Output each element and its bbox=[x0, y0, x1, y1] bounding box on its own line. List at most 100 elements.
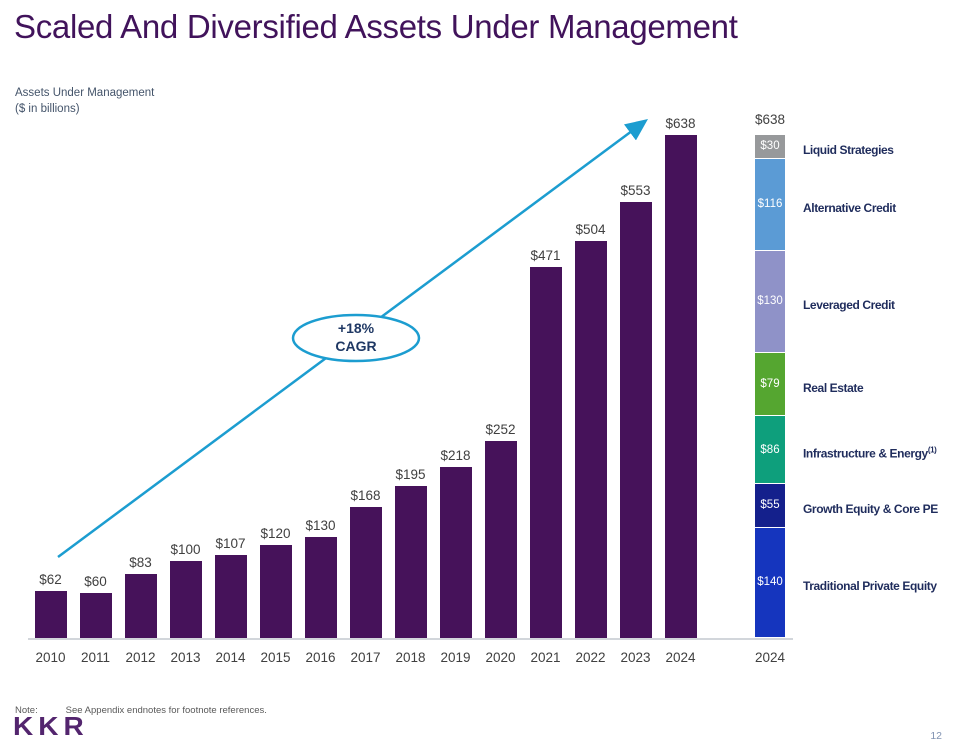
x-axis-label: 2014 bbox=[215, 650, 246, 665]
bar-value-label: $107 bbox=[215, 536, 246, 552]
bar-column-2018: $195 bbox=[388, 100, 433, 640]
bar bbox=[34, 590, 67, 640]
aum-bar-chart: $62 $60 $83 $100 $107 $120 $130 $168 $195 $218 $25… bbox=[28, 100, 703, 640]
bar-column-2012: $83 bbox=[118, 100, 163, 640]
stacked-segment: $116 bbox=[755, 158, 785, 251]
segment-value-label: $140 bbox=[757, 576, 783, 589]
bar-value-label: $553 bbox=[620, 183, 651, 199]
bar-value-label: $60 bbox=[84, 573, 107, 589]
chart-subtitle-line2: ($ in billions) bbox=[15, 102, 80, 115]
bar-column-2022: $504 bbox=[568, 100, 613, 640]
bar bbox=[349, 507, 382, 640]
bar-column-2013: $100 bbox=[163, 100, 208, 640]
stacked-segment: $55 bbox=[755, 484, 785, 528]
bar-value-label: $218 bbox=[440, 448, 471, 464]
bar bbox=[484, 440, 517, 640]
bar-column-2010: $62 bbox=[28, 100, 73, 640]
x-axis-label: 2020 bbox=[485, 650, 516, 665]
segment-value-label: $116 bbox=[757, 198, 783, 211]
bar-column-2020: $252 bbox=[478, 100, 523, 640]
x-axis-label: 2010 bbox=[35, 650, 66, 665]
bar bbox=[574, 241, 607, 640]
bar-value-label: $471 bbox=[530, 248, 561, 264]
bar bbox=[124, 574, 157, 640]
bar-value-label: $168 bbox=[350, 488, 381, 504]
cagr-annotation-line1: +18% bbox=[337, 320, 375, 336]
x-axis-label: 2017 bbox=[350, 650, 381, 665]
legend-label: Liquid Strategies bbox=[803, 142, 894, 157]
x-axis-labels: 2010 2011 2012 2013 2014 2015 2016 2017 2018 2019… bbox=[28, 650, 703, 665]
note-text: See Appendix endnotes for footnote refer… bbox=[65, 705, 267, 716]
bar-column-2021: $471 bbox=[523, 100, 568, 640]
bar-value-label: $120 bbox=[260, 526, 291, 542]
chart-subtitle-line1: Assets Under Management bbox=[15, 87, 155, 99]
bar bbox=[394, 485, 427, 640]
bar bbox=[214, 555, 247, 640]
cagr-annotation-line2: CAGR bbox=[335, 338, 377, 355]
x-axis-line bbox=[28, 638, 793, 640]
stacked-segment: $86 bbox=[755, 415, 785, 485]
stacked-segment: $130 bbox=[755, 250, 785, 354]
segment-value-label: $55 bbox=[760, 499, 780, 512]
bar-column-2011: $60 bbox=[73, 100, 118, 640]
bar bbox=[169, 560, 202, 640]
segment-value-label: $79 bbox=[760, 378, 780, 391]
x-axis-label: 2024 bbox=[665, 650, 696, 665]
legend-label: Leveraged Credit bbox=[803, 298, 895, 312]
bar bbox=[529, 267, 562, 640]
bar bbox=[664, 135, 697, 640]
legend-label: Alternative Credit bbox=[803, 200, 896, 215]
segment-value-label: $86 bbox=[760, 443, 780, 456]
bar-column-2015: $120 bbox=[253, 100, 298, 640]
stacked-segment: $79 bbox=[755, 353, 785, 416]
x-axis-label: 2022 bbox=[575, 650, 606, 665]
bar-column-2024: $638 bbox=[658, 100, 703, 640]
bar-value-label: $638 bbox=[665, 116, 696, 131]
stacked-2024-bar: $30 $116 $130 $79 $86 $55 $140 bbox=[755, 135, 785, 640]
legend-label: Infrastructure & Energy(1) bbox=[803, 445, 937, 461]
x-axis-label: 2016 bbox=[305, 650, 336, 665]
bar-value-label: $130 bbox=[305, 518, 336, 534]
x-axis-label: 2015 bbox=[260, 650, 291, 665]
chart-subtitle: Assets Under Management ($ in billions) bbox=[15, 86, 154, 117]
bar-value-label: $504 bbox=[575, 222, 606, 238]
x-axis-label: 2013 bbox=[170, 650, 201, 665]
note-label: Note: bbox=[15, 705, 38, 716]
bar bbox=[79, 592, 112, 640]
bar-column-2023: $553 bbox=[613, 100, 658, 640]
cagr-annotation: +18% CAGR bbox=[294, 319, 418, 356]
kkr-logo: KKR bbox=[13, 712, 89, 741]
bar-value-label: $195 bbox=[395, 466, 426, 482]
x-axis-label: 2019 bbox=[440, 650, 471, 665]
bar bbox=[439, 467, 472, 640]
bar-value-label: $83 bbox=[129, 555, 152, 571]
stacked-x-axis-label: 2024 bbox=[754, 650, 786, 665]
segment-value-label: $130 bbox=[757, 295, 783, 308]
legend-label: Real Estate bbox=[803, 380, 864, 395]
bar-column-2016: $130 bbox=[298, 100, 343, 640]
bar bbox=[259, 545, 292, 640]
legend-label: Traditional Private Equity bbox=[803, 579, 937, 593]
bar bbox=[619, 202, 652, 640]
bar-value-label: $100 bbox=[170, 541, 201, 557]
bar-column-2019: $218 bbox=[433, 100, 478, 640]
stacked-total-label: $638 bbox=[754, 112, 786, 127]
x-axis-label: 2023 bbox=[620, 650, 651, 665]
x-axis-label: 2011 bbox=[80, 650, 111, 665]
bar-column-2017: $168 bbox=[343, 100, 388, 640]
x-axis-label: 2012 bbox=[125, 650, 156, 665]
page-title: Scaled And Diversified Assets Under Mana… bbox=[14, 8, 738, 45]
footnote-marker: (1) bbox=[927, 445, 937, 455]
x-axis-label: 2018 bbox=[395, 650, 426, 665]
segment-value-label: $30 bbox=[760, 140, 780, 153]
x-axis-label: 2021 bbox=[530, 650, 561, 665]
legend-label: Growth Equity & Core PE bbox=[803, 501, 938, 516]
footnote-row: Note: See Appendix endnotes for footnote… bbox=[15, 705, 267, 716]
stacked-segment: $30 bbox=[755, 135, 785, 159]
stacked-segment: $140 bbox=[755, 527, 785, 639]
bar-value-label: $252 bbox=[485, 421, 516, 437]
bar-value-label: $62 bbox=[39, 571, 62, 587]
page-number: 12 bbox=[930, 730, 942, 742]
bar bbox=[304, 537, 337, 640]
